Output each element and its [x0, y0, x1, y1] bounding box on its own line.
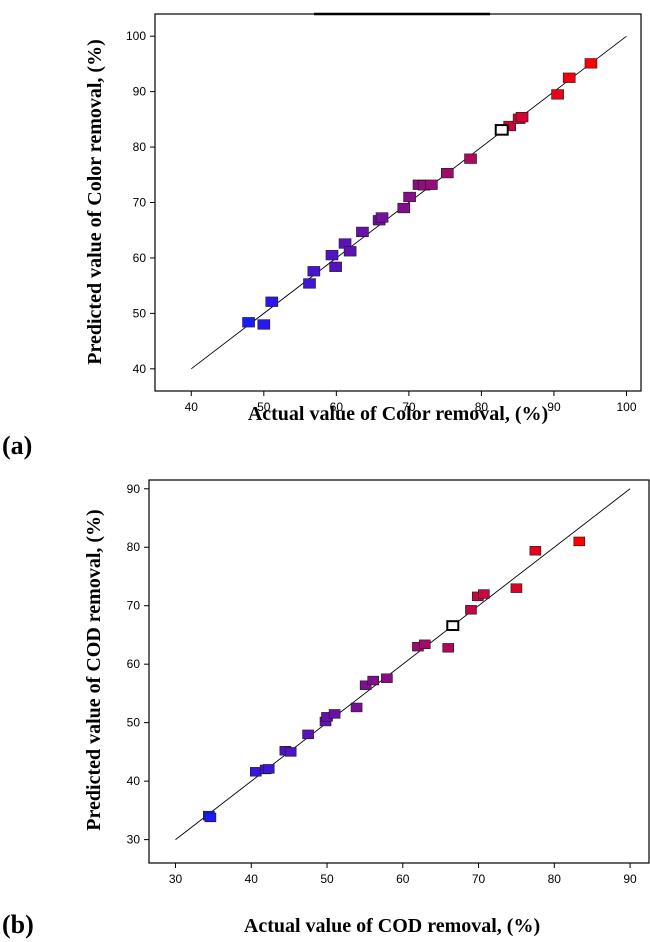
panel-b-y-tick-label: 70 — [127, 599, 141, 613]
panel-a-y-tick-label: 60 — [133, 251, 147, 265]
panel-a-x-tick-label: 80 — [475, 400, 489, 414]
panel-a-label: (a) — [2, 431, 32, 460]
panel-a-y-tick-label: 100 — [126, 29, 146, 43]
panel-a-y-tick-label: 90 — [133, 85, 147, 99]
panel-b-data-point — [262, 764, 275, 774]
panel-b-data-point — [328, 709, 341, 719]
panel-b-data-point — [465, 605, 477, 615]
panel-b-data-point — [302, 729, 314, 740]
panel-a-data-point — [265, 296, 279, 307]
panel-a-reference-line — [190, 35, 627, 370]
panel-a-data-point — [562, 72, 576, 83]
panel-b-x-tick-label: 40 — [245, 872, 259, 886]
panel-a-y-tick-label: 80 — [133, 140, 147, 154]
panel-b-y-axis-label: Predicted value of COD removal, (%) — [83, 509, 105, 830]
panel-a-data-point — [397, 202, 411, 214]
panel-a-data-point — [441, 168, 454, 179]
panel-a-data-point — [425, 179, 438, 190]
panel-a-y-axis-label: Predicted value of Color removal, (%) — [84, 39, 106, 365]
panel-b-frame — [148, 479, 650, 864]
panel-a-data-point — [551, 89, 564, 100]
panel-a-x-tick-label: 50 — [257, 400, 271, 414]
panel-a-data-point — [307, 266, 321, 277]
panel-b-y-tick-label: 80 — [127, 540, 141, 554]
panel-a-data-point — [584, 58, 598, 69]
panel-a-y-tick-label: 40 — [133, 362, 147, 376]
panel-a-data-point — [325, 250, 339, 261]
panel-b-data-point — [510, 583, 523, 593]
panel-b-x-tick-label: 60 — [396, 872, 410, 886]
panel-b-x-tick-label: 70 — [472, 872, 486, 886]
panel-a-x-tick-label: 100 — [616, 400, 636, 414]
panel-a-x-tick-label: 90 — [547, 400, 561, 414]
panel-a-data-point — [242, 317, 255, 328]
panel-b-data-point — [367, 675, 380, 686]
panel-a-data-point — [464, 153, 477, 164]
panel-b-y-tick-label: 30 — [127, 833, 141, 847]
panel-a-data-point — [257, 319, 271, 330]
panel-a-data-point — [356, 226, 369, 237]
panel-a-data-point — [329, 261, 342, 272]
panel-b-data-point — [478, 589, 490, 599]
panel-a-chart: 40 50 60 70 80 90 100 40 50 60 70 80 90 100 Actual va… — [2, 12, 642, 460]
panel-a-y-tick-label: 50 — [133, 306, 147, 320]
panel-b-x-tick-label: 80 — [548, 872, 562, 886]
panel-a-x-tick-label: 70 — [402, 400, 416, 414]
panel-a-y-tick-label: 70 — [133, 196, 147, 210]
panel-b-data-point — [573, 536, 586, 547]
panel-b-data-point — [381, 673, 393, 683]
panel-b-label: (b) — [2, 910, 34, 939]
panel-b-y-tick-label: 40 — [127, 774, 141, 788]
panel-b-data-point — [529, 546, 542, 556]
panel-b-chart: 30 40 50 60 70 80 90 30 40 50 60 70 80 90 Actual valu… — [2, 479, 650, 939]
panel-b-data-point — [418, 639, 431, 650]
panel-b-x-axis-label: Actual value of COD removal, (%) — [244, 915, 540, 937]
panel-b-highlighted-point — [446, 620, 460, 631]
panel-b-data-point — [284, 747, 297, 757]
panel-a-data-point — [515, 112, 529, 123]
panel-a-x-tick-label: 40 — [185, 400, 199, 414]
panel-a-data-point — [375, 212, 389, 223]
panel-b-y-tick-label: 90 — [127, 482, 141, 496]
panel-a-data-point — [403, 191, 416, 203]
panel-b-data-point — [350, 702, 363, 713]
panel-a-highlighted-point — [494, 124, 509, 136]
panel-b-data-point — [250, 767, 262, 777]
panel-a-x-tick-label: 60 — [330, 400, 344, 414]
panel-b-reference-line — [175, 488, 631, 840]
panel-a-x-axis-label: Actual value of Color removal, (%) — [248, 403, 548, 425]
panel-b-data-point — [204, 812, 217, 823]
panel-b-x-tick-label: 90 — [623, 872, 637, 886]
panel-a-frame — [154, 13, 642, 392]
panel-a-data-point — [343, 246, 357, 257]
panel-b-x-tick-label: 30 — [169, 872, 183, 886]
panel-b-data-point — [442, 643, 455, 653]
panel-a-data-point — [303, 278, 316, 289]
panel-b-x-tick-label: 50 — [320, 872, 334, 886]
panel-b-y-tick-label: 60 — [127, 657, 141, 671]
panel-b-y-tick-label: 50 — [127, 716, 141, 730]
